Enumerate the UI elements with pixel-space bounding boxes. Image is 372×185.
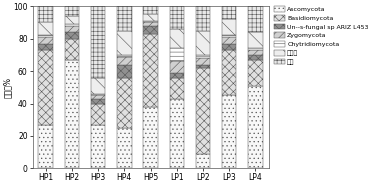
Bar <box>117 57 132 65</box>
Bar <box>143 107 158 168</box>
Bar <box>196 65 210 68</box>
Bar <box>38 37 53 43</box>
Bar <box>143 34 158 107</box>
Bar <box>170 48 184 61</box>
Bar <box>65 6 79 16</box>
Bar <box>222 19 237 36</box>
Bar <box>65 39 79 60</box>
Bar <box>38 125 53 168</box>
Bar <box>117 6 132 31</box>
Bar <box>117 55 132 57</box>
Bar <box>222 95 237 168</box>
Bar <box>248 86 263 168</box>
Bar <box>38 50 53 125</box>
Y-axis label: 丰度／%: 丰度／% <box>3 77 12 98</box>
Bar <box>143 6 158 14</box>
Bar <box>65 26 79 32</box>
Bar <box>222 43 237 50</box>
Bar <box>143 23 158 26</box>
Bar <box>91 99 105 104</box>
Bar <box>91 6 105 78</box>
Bar <box>38 6 53 23</box>
Bar <box>222 6 237 19</box>
Bar <box>170 78 184 99</box>
Bar <box>91 104 105 125</box>
Bar <box>65 16 79 24</box>
Bar <box>248 60 263 86</box>
Bar <box>170 29 184 48</box>
Bar <box>170 99 184 168</box>
Bar <box>117 65 132 78</box>
Bar <box>196 31 210 55</box>
Bar <box>222 50 237 95</box>
Bar <box>143 21 158 23</box>
Bar <box>91 125 105 168</box>
Bar <box>38 23 53 36</box>
Bar <box>143 26 158 34</box>
Bar <box>248 50 263 55</box>
Bar <box>248 32 263 48</box>
Bar <box>117 31 132 55</box>
Bar <box>38 36 53 37</box>
Bar <box>91 78 105 94</box>
Bar <box>143 14 158 21</box>
Bar <box>196 58 210 65</box>
Bar <box>196 55 210 58</box>
Bar <box>38 43 53 50</box>
Bar <box>248 55 263 60</box>
Bar <box>91 95 105 99</box>
Bar <box>65 60 79 168</box>
Bar <box>170 6 184 29</box>
Bar <box>65 24 79 26</box>
Legend: Ascomycota, Basidiomycota, Un--s-fungal sp ARIZ L453, Zygomycota, Chytridiomycot: Ascomycota, Basidiomycota, Un--s-fungal … <box>274 6 369 65</box>
Bar <box>65 32 79 39</box>
Bar <box>196 6 210 31</box>
Bar <box>196 68 210 154</box>
Bar <box>170 73 184 78</box>
Bar <box>248 48 263 50</box>
Bar <box>170 61 184 73</box>
Bar <box>248 6 263 32</box>
Bar <box>222 36 237 37</box>
Bar <box>117 128 132 168</box>
Bar <box>91 94 105 95</box>
Bar <box>222 37 237 43</box>
Bar <box>196 154 210 168</box>
Bar <box>117 78 132 128</box>
